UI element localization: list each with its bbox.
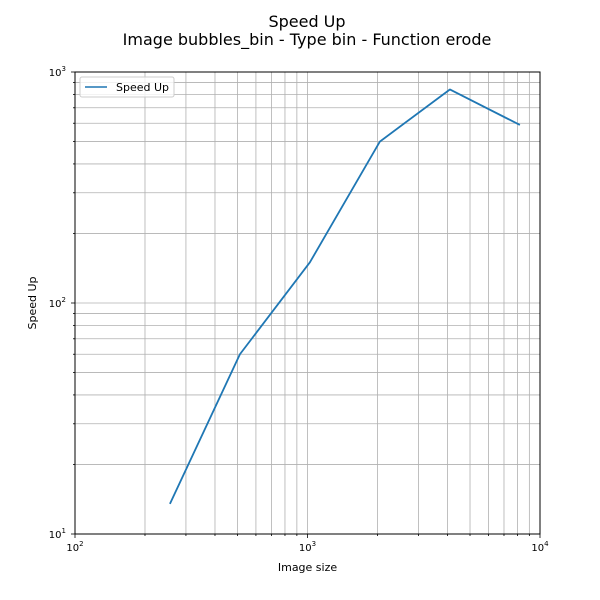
chart-title: Speed Up bbox=[268, 12, 345, 31]
x-tick-label-10000: 104 bbox=[531, 540, 549, 554]
series-layer bbox=[169, 88, 521, 505]
tick-marks bbox=[71, 71, 541, 538]
legend: Speed Up bbox=[79, 76, 175, 98]
x-axis-label: Image size bbox=[278, 561, 338, 574]
y-axis-label: Speed Up bbox=[26, 276, 39, 329]
x-tick-label-100: 102 bbox=[66, 540, 83, 554]
y-tick-label-1000: 103 bbox=[49, 65, 66, 79]
series-line-0 bbox=[169, 88, 521, 505]
chart-subtitle: Image bubbles_bin - Type bin - Function … bbox=[123, 30, 492, 50]
legend-box bbox=[79, 76, 175, 98]
grid-lines bbox=[74, 71, 541, 535]
legend-label: Speed Up bbox=[116, 81, 169, 94]
y-tick-label-10: 101 bbox=[49, 527, 66, 541]
y-tick-label-100: 102 bbox=[49, 296, 66, 310]
x-tick-label-1000: 103 bbox=[299, 540, 316, 554]
